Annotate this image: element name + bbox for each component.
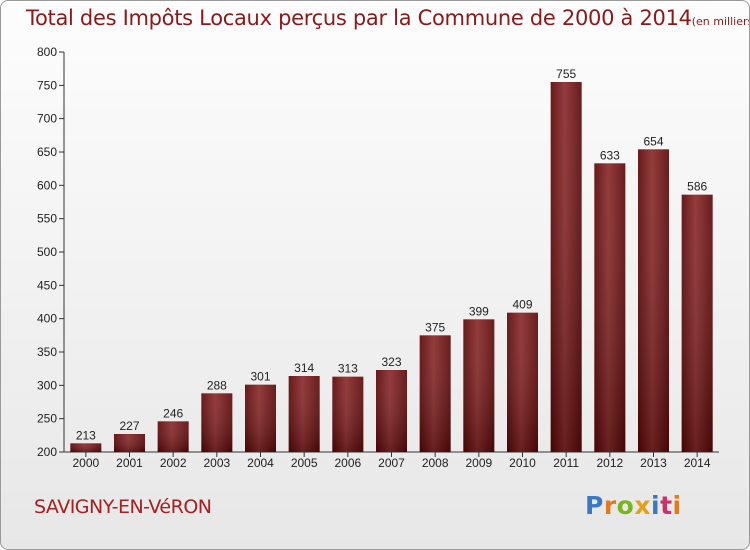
x-tick-label: 2003 [203, 456, 230, 470]
bar-value-label: 323 [381, 355, 401, 369]
y-tick-label: 600 [37, 178, 57, 192]
bar-shade [507, 312, 538, 452]
bar-value-label: 227 [119, 419, 139, 433]
proxiti-logo: Proxiti [585, 491, 682, 520]
bar-shade [419, 335, 451, 452]
bar-value-label: 314 [294, 361, 314, 375]
bar-value-label: 654 [643, 134, 663, 148]
y-tick-label: 300 [37, 378, 57, 392]
x-tick-label: 2004 [247, 456, 274, 470]
bar-value-label: 375 [425, 320, 445, 334]
x-tick-label: 2011 [553, 456, 579, 470]
logo-letter: o [616, 491, 635, 520]
bar-shade [157, 421, 189, 452]
commune-name: SAVIGNY-EN-VéRON [34, 496, 212, 518]
y-tick-label: 200 [37, 445, 57, 459]
y-tick-label: 800 [37, 45, 57, 59]
bar-value-label: 633 [600, 148, 620, 162]
bar-shade [463, 319, 495, 452]
y-tick-label: 400 [37, 312, 57, 326]
chart-unit: (en milliers d'€) [691, 15, 750, 28]
bar-value-label: 586 [687, 180, 707, 194]
y-tick-label: 750 [37, 78, 57, 92]
y-tick-label: 650 [37, 145, 57, 159]
y-tick-label: 350 [37, 345, 57, 359]
x-tick-label: 2014 [684, 456, 711, 470]
logo-letter: i [672, 491, 682, 520]
bar-shade [332, 376, 364, 452]
bar-shade [594, 163, 626, 453]
bar-value-label: 301 [250, 370, 270, 384]
x-tick-label: 2005 [291, 456, 318, 470]
bar-value-label: 399 [469, 304, 489, 318]
bar-shade [376, 370, 407, 452]
chart-title: Total des Impôts Locaux perçus par la Co… [26, 6, 750, 30]
x-tick-label: 2008 [422, 456, 449, 470]
logo-letter: i [651, 491, 661, 520]
y-tick-label: 550 [37, 212, 57, 226]
y-tick-label: 500 [37, 245, 57, 259]
bar-value-label: 409 [512, 298, 532, 312]
chart-title-text: Total des Impôts Locaux perçus par la Co… [26, 6, 692, 30]
bar-value-label: 246 [163, 406, 183, 420]
bar-shade [681, 194, 713, 452]
y-tick-label: 450 [37, 278, 57, 292]
logo-letter: t [660, 491, 673, 520]
bar-shade [201, 393, 233, 452]
logo-letter: P [585, 491, 604, 520]
logo-letter: x [634, 491, 651, 520]
bar-shade [245, 384, 276, 452]
x-tick-label: 2000 [72, 456, 99, 470]
bar-value-label: 288 [207, 378, 227, 392]
x-tick-label: 2001 [116, 456, 143, 470]
x-tick-label: 2007 [378, 456, 405, 470]
y-tick-label: 250 [37, 412, 57, 426]
bar-shade [638, 149, 669, 453]
y-tick-label: 700 [37, 112, 57, 126]
bar-value-label: 755 [556, 67, 576, 81]
x-axis: 2000 2001 2002 2003 2004 2005 2006 2007 2008 2009… [64, 451, 719, 470]
x-tick-label: 2010 [509, 456, 536, 470]
bar-shade [550, 82, 582, 452]
x-tick-label: 2002 [160, 456, 187, 470]
y-axis: 200 250 300 350 400 450 500 550 600 650 700 750 800 [37, 45, 65, 459]
logo-letter: r [603, 491, 617, 520]
bar-labels: 213 227 246 288 301 314 313 323 375 399 409 755 633 6… [76, 67, 708, 442]
bars [70, 82, 713, 453]
x-tick-label: 2006 [334, 456, 361, 470]
x-tick-label: 2009 [465, 456, 492, 470]
bar-shade [114, 434, 145, 452]
bar-shade [288, 376, 320, 452]
x-tick-label: 2013 [640, 456, 667, 470]
x-tick-label: 2012 [596, 456, 623, 470]
bar-shade [70, 443, 102, 452]
bar-value-label: 313 [338, 362, 358, 376]
bar-value-label: 213 [76, 428, 96, 442]
